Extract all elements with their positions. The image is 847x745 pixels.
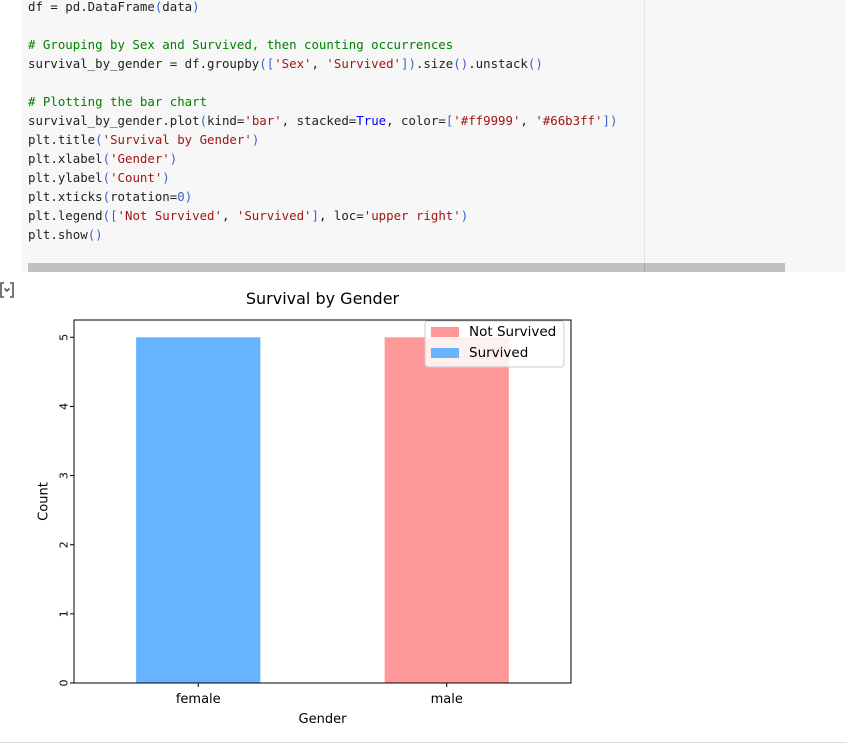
code-line: plt.xlabel('Gender')	[28, 149, 617, 168]
code-token: )	[169, 151, 178, 166]
code-token: .size	[415, 56, 454, 71]
horizontal-scrollbar[interactable]	[28, 263, 785, 272]
code-token: survival_by_gender = df.groupby	[28, 56, 260, 71]
code-token: ])	[401, 56, 416, 71]
code-token: )	[460, 208, 469, 223]
code-token: .unstack	[468, 56, 528, 71]
legend-label: Not Survived	[469, 324, 556, 340]
code-token: , color=	[386, 113, 446, 128]
cell-divider	[644, 0, 645, 272]
code-token: plt.legend	[28, 208, 103, 223]
code-token: 'Not Survived'	[117, 208, 222, 223]
code-token: ,	[221, 208, 237, 223]
code-token: survival_by_gender.plot	[28, 113, 200, 128]
code-token: 'Survived'	[326, 56, 402, 71]
bar-chart: 0 1 2 3 4 5 female male Survival by Gender Gender…	[37, 289, 572, 727]
code-token: 0	[177, 189, 185, 204]
code-token: )	[251, 132, 260, 147]
code-line: plt.ylabel('Count')	[28, 168, 617, 187]
code-token: # Grouping by Sex and Survived, then cou…	[28, 37, 454, 52]
code-token: '#ff9999'	[453, 113, 521, 128]
code-token: , loc=	[318, 208, 364, 223]
code-token: True	[356, 113, 387, 128]
code-token: ])	[602, 113, 618, 128]
code-token: df = pd.DataFrame	[28, 0, 155, 14]
code-token: 'Gender'	[110, 151, 170, 166]
code-line: plt.xticks(rotation=0)	[28, 187, 617, 206]
code-token: , stacked=	[281, 113, 357, 128]
cell-bottom-border	[0, 742, 847, 743]
y-tick-label: 2	[58, 541, 71, 548]
code-token: 'upper right'	[363, 208, 461, 223]
code-token: 'Survival by Gender'	[102, 132, 252, 147]
code-token: plt.ylabel	[28, 170, 103, 185]
code-token: ()	[453, 56, 469, 71]
code-token: plt.xticks	[28, 189, 103, 204]
y-tick-label: 3	[58, 472, 71, 479]
code-line: df = pd.DataFrame(data)	[28, 0, 617, 16]
code-token: )	[184, 189, 193, 204]
bar	[384, 337, 509, 683]
code-token: (	[102, 151, 111, 166]
code-token: 'Survived'	[236, 208, 312, 223]
code-token: ,	[520, 113, 536, 128]
code-token: ]	[311, 208, 319, 223]
legend-box	[424, 320, 565, 368]
code-token: # Plotting the bar chart	[28, 94, 208, 109]
scrollbar-mark	[644, 263, 645, 272]
code-token: 'Count'	[110, 170, 163, 185]
code-cell[interactable]: df = pd.DataFrame(data) # Grouping by Se…	[22, 0, 846, 272]
code-token: (	[102, 189, 111, 204]
y-tick-label: 5	[58, 334, 71, 341]
code-token: (	[154, 0, 163, 14]
x-tick-label: male	[431, 692, 463, 707]
code-token: '#66b3ff'	[535, 113, 603, 128]
code-line	[28, 73, 617, 92]
code-line: # Grouping by Sex and Survived, then cou…	[28, 35, 617, 54]
code-token: rotation=	[110, 189, 178, 204]
output-toggle-icon[interactable]	[0, 282, 14, 298]
code-line: # Plotting the bar chart	[28, 92, 617, 111]
code-token: ()	[527, 56, 543, 71]
code-token: (	[199, 113, 208, 128]
code-token: 'Sex'	[274, 56, 312, 71]
code-token: plt.title	[28, 132, 96, 147]
code-token: )	[192, 0, 200, 14]
code-line	[28, 16, 617, 35]
legend-swatch	[431, 348, 459, 358]
bar	[136, 337, 261, 683]
y-tick-label: 4	[58, 403, 71, 410]
y-axis-label: Count	[37, 482, 52, 521]
y-tick-label: 1	[58, 610, 71, 617]
y-tick-label: 0	[58, 680, 71, 687]
code-token: (	[95, 132, 103, 147]
code-token: ([	[102, 208, 118, 223]
code-token: plt.xlabel	[28, 151, 103, 166]
code-line: plt.title('Survival by Gender')	[28, 130, 617, 149]
axes-frame	[73, 319, 572, 684]
code-token: ()	[87, 227, 103, 242]
code-token: kind=	[207, 113, 245, 128]
code-token: )	[162, 170, 170, 185]
code-token: 'bar'	[244, 113, 282, 128]
code-line: plt.show()	[28, 225, 617, 244]
code-line: survival_by_gender.plot(kind='bar', stac…	[28, 111, 617, 130]
code-token: ([	[259, 56, 275, 71]
legend-swatch	[431, 327, 459, 337]
code-token: ,	[311, 56, 327, 71]
code-token: (	[102, 170, 111, 185]
code-line: survival_by_gender = df.groupby(['Sex', …	[28, 54, 617, 73]
chart-title: Survival by Gender	[246, 289, 400, 308]
code-token: data	[162, 0, 193, 14]
x-axis-label: Gender	[299, 712, 348, 727]
code-line: plt.legend(['Not Survived', 'Survived'],…	[28, 206, 617, 225]
code-editor[interactable]: df = pd.DataFrame(data) # Grouping by Se…	[28, 0, 617, 244]
code-token: [	[445, 113, 454, 128]
legend-label: Survived	[469, 345, 528, 361]
x-tick-label: female	[176, 692, 221, 707]
code-token: plt.show	[28, 227, 88, 242]
